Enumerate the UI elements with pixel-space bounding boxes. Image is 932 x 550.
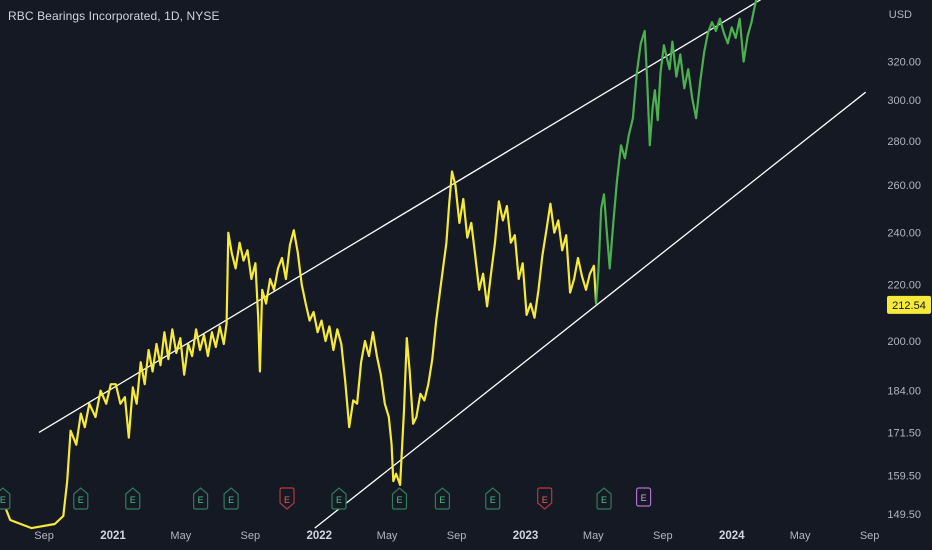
price-tick-label: 240.00 [887, 228, 921, 240]
earnings-marker-11[interactable]: E [537, 487, 553, 510]
price-tick-label: 200.00 [887, 336, 921, 348]
price-tick-label: 184.00 [887, 386, 921, 398]
time-tick-label: May [583, 530, 604, 542]
symbol-title[interactable]: RBC Bearings Incorporated, 1D, NYSE [8, 9, 220, 23]
earnings-badge-shape [73, 487, 89, 510]
price-tick-label: 300.00 [887, 95, 921, 107]
price-series [2, 0, 758, 530]
earnings-marker-label: E [641, 493, 647, 503]
time-tick-label: Sep [34, 530, 54, 542]
earnings-marker-label: E [228, 495, 234, 505]
earnings-marker-label: E [130, 495, 136, 505]
earnings-badge-shape [391, 487, 408, 510]
earnings-marker-9[interactable]: E [434, 487, 451, 510]
earnings-marker-5[interactable]: E [223, 487, 239, 510]
time-tick-label: 2023 [513, 530, 539, 542]
time-tick-label: Sep [653, 530, 673, 542]
earnings-marker-6[interactable]: E [279, 487, 295, 510]
earnings-badge-shape [635, 487, 652, 507]
currency-label: USD [888, 9, 912, 21]
price-tick-label: 220.00 [887, 279, 921, 291]
price-tick-label: 159.50 [887, 471, 921, 483]
earnings-marker-label: E [78, 495, 84, 505]
earnings-marker-label: E [542, 495, 548, 505]
earnings-marker-13[interactable]: E [635, 487, 652, 507]
earnings-badge-shape [279, 487, 295, 510]
earnings-badge-shape [331, 487, 347, 510]
earnings-marker-label: E [198, 495, 204, 505]
price-axis[interactable]: 320.00 300.00 280.00 260.00 240.00 220.00 200.… [887, 57, 921, 521]
earnings-marker-label: E [284, 495, 290, 505]
earnings-badge-shape [485, 487, 501, 510]
last-price-tag: 212.54 [887, 295, 931, 314]
earnings-marker-4[interactable]: E [192, 487, 209, 510]
channel-lower-line [314, 91, 867, 529]
time-tick-label: 2024 [719, 530, 745, 542]
earnings-marker-1[interactable]: E [0, 487, 11, 510]
earnings-marker-7[interactable]: E [331, 487, 347, 510]
earnings-badge-shape [192, 487, 209, 510]
earnings-marker-2[interactable]: E [73, 487, 89, 510]
earnings-marker-10[interactable]: E [485, 487, 501, 510]
earnings-marker-label: E [0, 495, 6, 505]
time-tick-label: Sep [447, 530, 467, 542]
price-tick-label: 280.00 [887, 136, 921, 148]
earnings-marker-3[interactable]: E [125, 487, 141, 510]
earnings-marker-label: E [490, 495, 496, 505]
price-line-segment-1 [2, 170, 598, 530]
earnings-marker-label: E [439, 495, 445, 505]
time-tick-label: May [790, 530, 811, 542]
price-tick-label: 149.50 [887, 509, 921, 521]
time-tick-label: Sep [860, 530, 880, 542]
earnings-marker-label: E [601, 495, 607, 505]
earnings-badge-shape [125, 487, 141, 510]
earnings-badge-shape [596, 487, 612, 510]
earnings-marker-label: E [396, 495, 402, 505]
price-tick-label: 171.50 [887, 427, 921, 439]
earnings-badge-shape [0, 487, 11, 510]
time-axis[interactable]: Sep 2021 May Sep 2022 May Sep 2023 May Sep 2024 May… [34, 530, 879, 542]
earnings-marker-8[interactable]: E [391, 487, 408, 510]
last-price-label: 212.54 [892, 300, 926, 312]
price-tick-label: 260.00 [887, 180, 921, 192]
earnings-marker-label: E [336, 495, 342, 505]
last-price-badge [887, 295, 931, 314]
earnings-badge-shape [537, 487, 553, 510]
price-line-segment-2 [595, 0, 758, 305]
earnings-badge-shape [223, 487, 239, 510]
time-tick-label: May [170, 530, 191, 542]
price-tick-label: 320.00 [887, 57, 921, 69]
time-tick-label: May [377, 530, 398, 542]
time-tick-label: Sep [241, 530, 261, 542]
earnings-badge-shape [434, 487, 451, 510]
time-tick-label: 2021 [100, 530, 126, 542]
time-tick-label: 2022 [306, 530, 332, 542]
earnings-marker-12[interactable]: E [596, 487, 612, 510]
